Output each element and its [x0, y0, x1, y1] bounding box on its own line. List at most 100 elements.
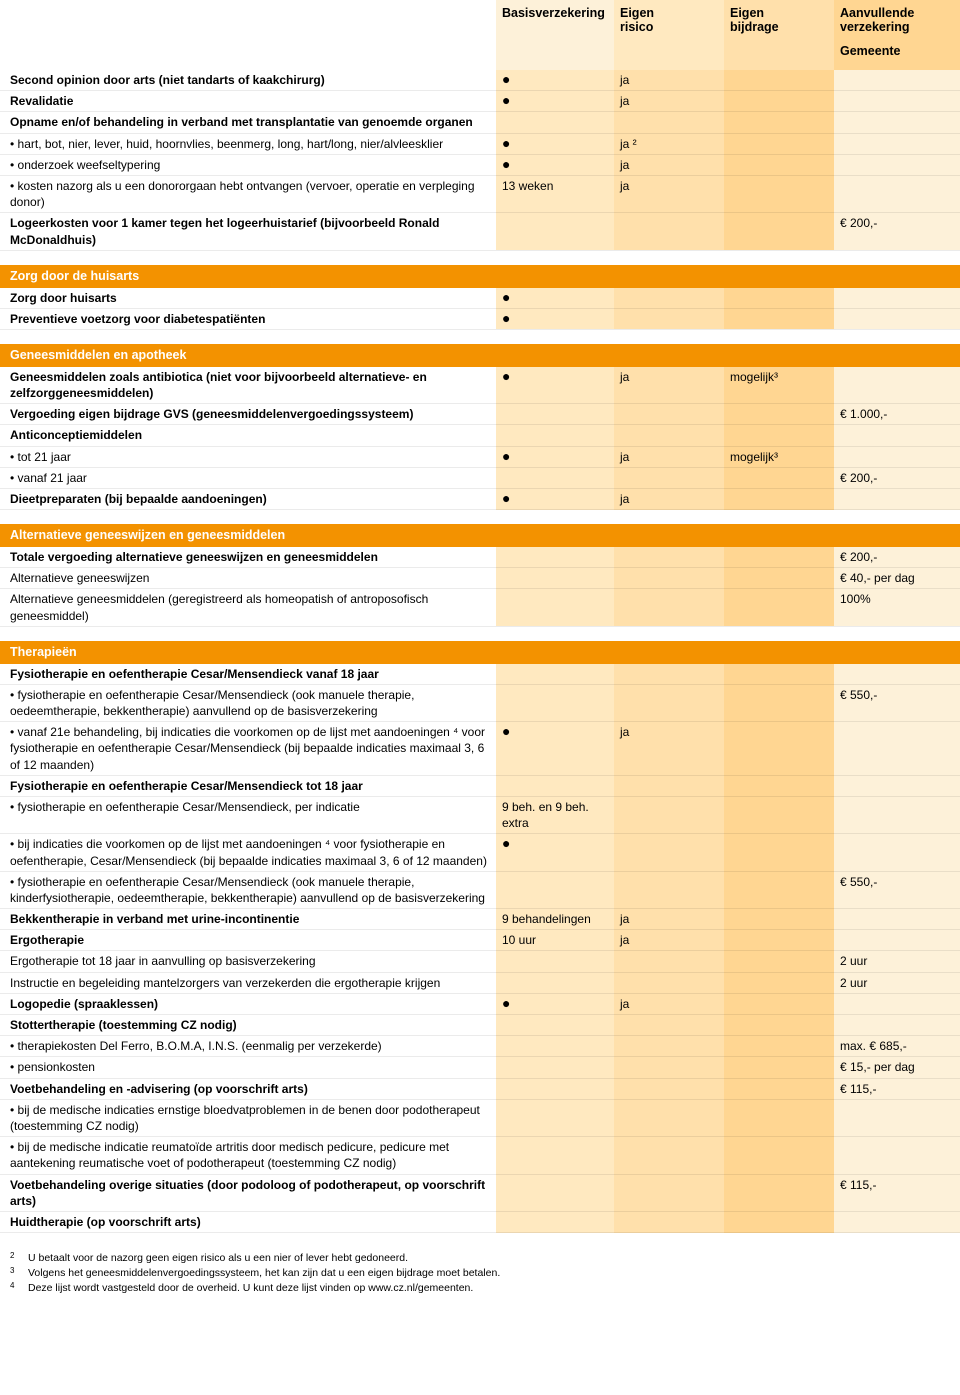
table-row: • fysiotherapie en oefentherapie Cesar/M…: [0, 871, 960, 908]
cell-c2: ja: [614, 175, 724, 212]
cell-c4: 2 uur: [834, 951, 960, 972]
cell-c2: [614, 467, 724, 488]
cell-c2: [614, 1057, 724, 1078]
cell-c4: € 115,-: [834, 1078, 960, 1099]
table-row: • vanaf 21e behandeling, bij indicaties …: [0, 722, 960, 776]
footnote: 4Deze lijst wordt vastgesteld door de ov…: [10, 1281, 950, 1295]
cell-c0: Zorg door huisarts: [0, 288, 496, 309]
cell-c3: [724, 133, 834, 154]
table-row: Dieetpreparaten (bij bepaalde aandoening…: [0, 488, 960, 509]
table-row: • kosten nazorg als u een donororgaan he…: [0, 175, 960, 212]
cell-c1: 9 behandelingen: [496, 909, 614, 930]
table-row: Geneesmiddelen zoals antibiotica (niet v…: [0, 367, 960, 404]
cell-c3: [724, 404, 834, 425]
cell-c3: [724, 1174, 834, 1211]
table-row: Opname en/of behandeling in verband met …: [0, 112, 960, 133]
cell-c0: Preventieve voetzorg voor diabetespatiën…: [0, 308, 496, 329]
cell-c1: 9 beh. en 9 beh. extra: [496, 796, 614, 833]
cell-c0: Bekkentherapie in verband met urine-inco…: [0, 909, 496, 930]
section-header: Zorg door de huisarts: [0, 265, 960, 288]
cell-c4: [834, 70, 960, 91]
cell-c4: [834, 1137, 960, 1174]
cell-c2: ja: [614, 993, 724, 1014]
table-row: Logeerkosten voor 1 kamer tegen het loge…: [0, 213, 960, 250]
table-row: [0, 626, 960, 641]
cell-c2: [614, 112, 724, 133]
cell-c3: [724, 930, 834, 951]
cell-c2: [614, 796, 724, 833]
cell-c1: [496, 1211, 614, 1232]
cell-c0: Fysiotherapie en oefentherapie Cesar/Men…: [0, 775, 496, 796]
cell-c4: [834, 775, 960, 796]
header-label: risico: [620, 20, 718, 34]
cell-c1: ●: [496, 288, 614, 309]
cell-c0: Logopedie (spraaklessen): [0, 993, 496, 1014]
cell-c0: Opname en/of behandeling in verband met …: [0, 112, 496, 133]
cell-c3: [724, 467, 834, 488]
cell-c0: Totale vergoeding alternatieve geneeswij…: [0, 547, 496, 568]
cell-c1: [496, 112, 614, 133]
table-row: • bij de medische indicatie reumatoïde a…: [0, 1137, 960, 1174]
cell-c2: [614, 1137, 724, 1174]
cell-c1: [496, 213, 614, 250]
cell-c3: [724, 425, 834, 446]
cell-c4: [834, 308, 960, 329]
cell-c4: [834, 1015, 960, 1036]
cell-c2: [614, 871, 724, 908]
table-row: [0, 329, 960, 344]
cell-c0: • tot 21 jaar: [0, 446, 496, 467]
cell-c1: ●: [496, 154, 614, 175]
cell-c2: [614, 1174, 724, 1211]
cell-c1: [496, 684, 614, 721]
cell-c2: [614, 213, 724, 250]
cell-c2: [614, 404, 724, 425]
cell-c0: Revalidatie: [0, 91, 496, 112]
cell-c4: € 200,-: [834, 213, 960, 250]
cell-c4: [834, 993, 960, 1014]
cell-c0: • bij de medische indicatie reumatoïde a…: [0, 1137, 496, 1174]
cell-c1: [496, 425, 614, 446]
cell-c3: [724, 154, 834, 175]
cell-c2: [614, 1036, 724, 1057]
cell-c1: [496, 1036, 614, 1057]
cell-c3: [724, 488, 834, 509]
cell-c2: [614, 308, 724, 329]
table-row: Ergotherapie10 uurja: [0, 930, 960, 951]
cell-c4: [834, 91, 960, 112]
header-label: verzekering: [840, 20, 954, 34]
cell-c0: Vergoeding eigen bijdrage GVS (geneesmid…: [0, 404, 496, 425]
cell-c4: max. € 685,-: [834, 1036, 960, 1057]
coverage-table: Second opinion door arts (niet tandarts …: [0, 70, 960, 1233]
cell-c2: [614, 951, 724, 972]
table-row: Huidtherapie (op voorschrift arts): [0, 1211, 960, 1232]
cell-c3: [724, 796, 834, 833]
cell-c0: Ergotherapie tot 18 jaar in aanvulling o…: [0, 951, 496, 972]
cell-c3: [724, 1057, 834, 1078]
table-row: Vergoeding eigen bijdrage GVS (geneesmid…: [0, 404, 960, 425]
cell-c2: ja: [614, 488, 724, 509]
cell-c0: Voetbehandeling overige situaties (door …: [0, 1174, 496, 1211]
cell-c4: [834, 288, 960, 309]
cell-c2: ja: [614, 154, 724, 175]
cell-c0: • onderzoek weefseltypering: [0, 154, 496, 175]
cell-c0: • vanaf 21 jaar: [0, 467, 496, 488]
cell-c3: mogelijk³: [724, 446, 834, 467]
cell-c3: [724, 70, 834, 91]
header-label: Eigen: [620, 6, 718, 20]
cell-c1: [496, 467, 614, 488]
cell-c1: 13 weken: [496, 175, 614, 212]
table-row: Fysiotherapie en oefentherapie Cesar/Men…: [0, 664, 960, 685]
cell-c4: [834, 112, 960, 133]
footnotes: 2U betaalt voor de nazorg geen eigen ris…: [0, 1233, 960, 1307]
cell-c2: ja: [614, 70, 724, 91]
table-row: • fysiotherapie en oefentherapie Cesar/M…: [0, 684, 960, 721]
cell-c3: [724, 175, 834, 212]
cell-c0: Stottertherapie (toestemming CZ nodig): [0, 1015, 496, 1036]
cell-c0: • fysiotherapie en oefentherapie Cesar/M…: [0, 871, 496, 908]
section-header: Therapieën: [0, 641, 960, 664]
cell-c4: [834, 488, 960, 509]
table-row: • vanaf 21 jaar€ 200,-: [0, 467, 960, 488]
cell-c3: [724, 909, 834, 930]
cell-c1: ●: [496, 308, 614, 329]
table-row: Voetbehandeling overige situaties (door …: [0, 1174, 960, 1211]
